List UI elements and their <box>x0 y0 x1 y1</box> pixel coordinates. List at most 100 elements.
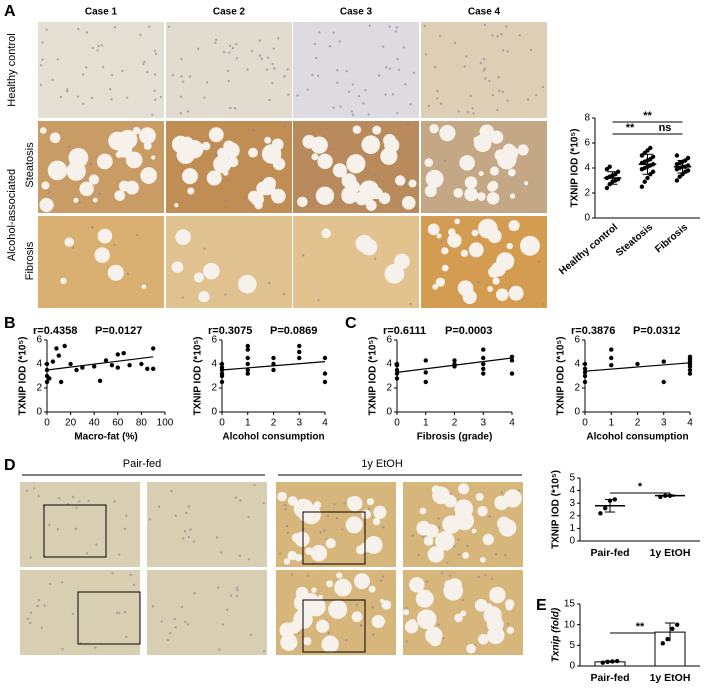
nucleus <box>123 610 127 614</box>
inset-box <box>302 511 366 565</box>
nucleus <box>85 552 89 555</box>
point <box>609 347 614 352</box>
nucleus <box>41 58 44 61</box>
y-tick-label: 0 <box>569 536 575 547</box>
y-tick-label: 6 <box>36 335 42 346</box>
nucleus <box>113 500 116 503</box>
nucleus <box>77 27 80 31</box>
nucleus <box>90 96 94 100</box>
nucleus <box>326 514 330 518</box>
point <box>56 353 61 358</box>
y-tick-label: 2 <box>386 383 392 394</box>
lipid-droplet <box>425 524 439 538</box>
point <box>115 365 121 370</box>
nucleus <box>171 73 175 77</box>
micrograph <box>147 570 267 655</box>
nucleus <box>60 581 64 584</box>
lipid-droplet <box>394 253 410 270</box>
nucleus <box>235 594 239 598</box>
nucleus <box>40 626 43 629</box>
point <box>271 355 276 361</box>
lipid-droplet <box>489 586 506 604</box>
nucleus <box>448 574 452 577</box>
nucleus <box>113 25 117 29</box>
lipid-droplet <box>132 126 141 135</box>
nucleus <box>139 33 142 37</box>
nucleus <box>26 617 30 621</box>
lipid-droplet <box>193 272 204 283</box>
nucleus <box>58 497 61 500</box>
lipid-droplet <box>403 609 410 616</box>
nucleus <box>151 113 154 117</box>
nucleus <box>496 108 499 112</box>
point <box>322 379 328 385</box>
nucleus <box>409 302 412 306</box>
panel-letter: B <box>4 315 16 332</box>
point <box>635 361 640 367</box>
nucleus <box>541 85 545 89</box>
lipid-droplet <box>326 580 334 588</box>
lipid-droplet <box>368 585 376 593</box>
lipid-droplet <box>427 546 445 563</box>
lipid-droplet <box>151 155 156 160</box>
lipid-droplet <box>416 609 437 630</box>
point <box>615 169 621 174</box>
lipid-droplet <box>444 580 455 590</box>
nucleus <box>446 561 449 564</box>
lipid-droplet <box>107 264 124 281</box>
nucleus <box>170 489 173 493</box>
lipid-droplet <box>360 238 378 256</box>
nucleus <box>466 544 469 548</box>
y-tick-label: 0 <box>574 407 580 418</box>
fit-line <box>221 361 326 371</box>
nucleus <box>332 31 335 34</box>
lipid-droplet <box>464 176 478 189</box>
point <box>660 641 665 646</box>
point <box>121 351 126 356</box>
lipid-droplet <box>328 599 348 619</box>
x-tick-label: 2 <box>452 418 458 429</box>
y-axis-label: TXNIP IOD (*10⁵) <box>570 129 581 208</box>
nucleus <box>197 47 200 51</box>
nucleus <box>488 515 491 518</box>
nucleus <box>364 88 367 92</box>
nucleus <box>406 123 410 126</box>
lipid-droplet <box>500 162 508 169</box>
nucleus <box>272 47 276 50</box>
nucleus <box>121 69 124 73</box>
nucleus <box>306 574 310 577</box>
nucleus <box>535 93 538 97</box>
point <box>245 347 250 352</box>
y-tick-label: 0 <box>36 407 42 418</box>
nucleus <box>338 40 341 43</box>
lipid-droplet <box>508 285 524 301</box>
lipid-droplet <box>352 125 362 134</box>
point <box>271 361 276 367</box>
x-axis-label: Alcohol consumption <box>222 432 324 443</box>
stat-r: r=0.6111 <box>383 325 426 337</box>
point <box>685 155 691 161</box>
nucleus <box>218 648 221 651</box>
nucleus <box>66 88 69 91</box>
point <box>615 658 620 664</box>
nucleus <box>179 95 183 99</box>
lipid-droplet <box>401 196 416 210</box>
lipid-droplet <box>486 603 492 609</box>
nucleus <box>129 573 132 577</box>
point <box>582 361 588 367</box>
nucleus <box>345 70 348 73</box>
nucleus <box>111 572 114 575</box>
y-tick-label: 4 <box>211 359 217 370</box>
lipid-droplet <box>475 492 484 501</box>
point <box>297 349 302 355</box>
y-tick-label: 15 <box>564 599 576 610</box>
lipid-droplet <box>407 625 414 632</box>
nucleus <box>87 499 90 503</box>
nucleus <box>391 93 395 96</box>
nucleus <box>427 104 431 108</box>
nucleus <box>472 112 475 115</box>
nucleus <box>118 553 121 557</box>
point <box>642 179 647 184</box>
lipid-droplet <box>264 136 272 144</box>
y-axis-label: TXNIP IOD (*10⁵) <box>368 337 379 416</box>
